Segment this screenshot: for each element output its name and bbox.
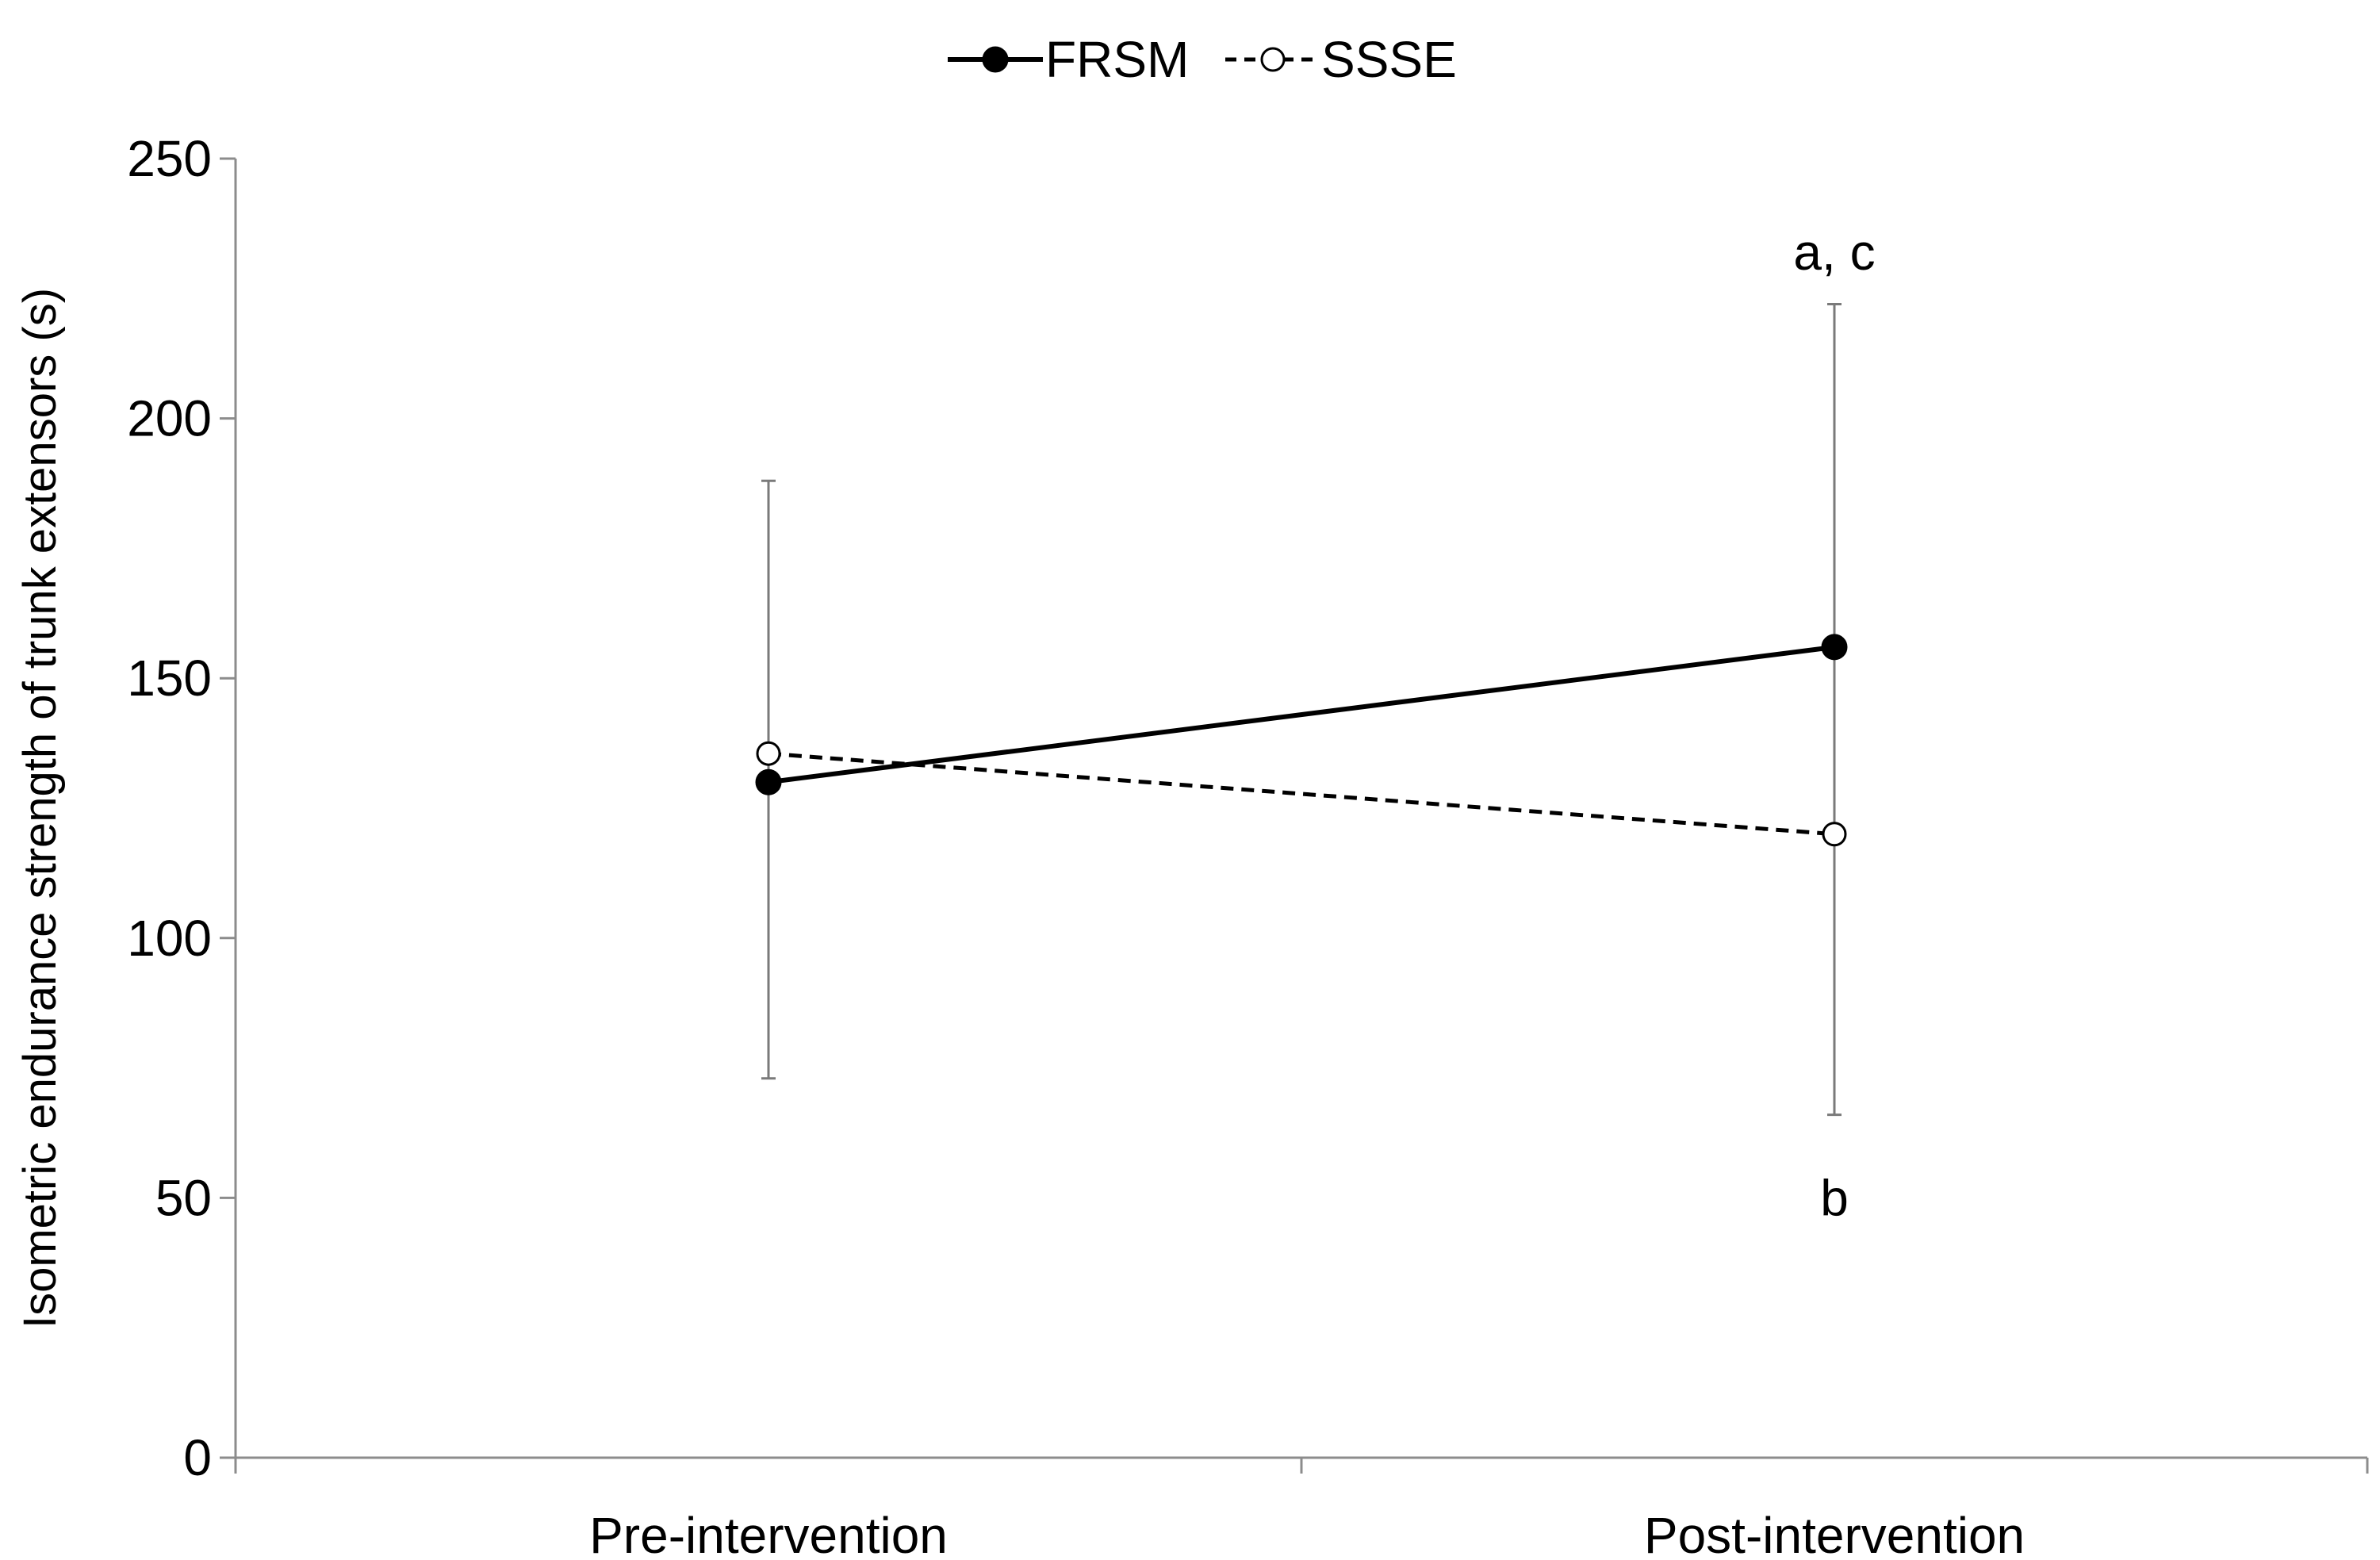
error-bars	[761, 302, 1842, 1117]
series-markers	[755, 634, 1848, 847]
y-tick-label: 0	[183, 1429, 212, 1486]
y-ticks: 0 50 100 150 200 250	[127, 130, 236, 1486]
y-tick-label: 150	[127, 650, 212, 707]
x-ticks	[234, 1458, 2369, 1474]
legend-frsm-marker	[982, 46, 1009, 73]
y-tick-label: 200	[127, 390, 212, 447]
y-tick-label: 50	[155, 1169, 212, 1226]
y-tick-label: 100	[127, 910, 212, 967]
annotation-b: b	[1820, 1169, 1849, 1226]
series-line-ssse	[768, 751, 1835, 837]
legend-frsm-label: FRSM	[1045, 31, 1189, 88]
y-axis-title: Isometric endurance strength of trunk ex…	[14, 288, 66, 1328]
data-point-ssse	[756, 741, 781, 766]
x-tick-label-post-intervention: Post-intervention	[1644, 1507, 2025, 1560]
annotation-a-c: a, c	[1793, 224, 1875, 281]
legend: FRSM SSSE	[948, 31, 1457, 88]
data-point-frsm	[1821, 634, 1848, 661]
legend-ssse-label: SSSE	[1321, 31, 1457, 88]
series-lines	[768, 644, 1835, 837]
y-tick-label: 250	[127, 130, 212, 187]
series-line-frsm	[768, 644, 1835, 785]
data-point-frsm	[755, 769, 782, 795]
legend-ssse-marker	[1260, 47, 1286, 72]
data-point-ssse	[1822, 822, 1847, 847]
x-tick-label-pre-intervention: Pre-intervention	[589, 1507, 948, 1560]
